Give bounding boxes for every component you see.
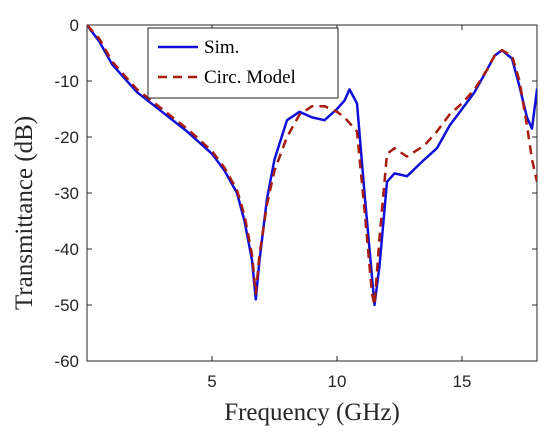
legend-label-circ-model: Circ. Model (204, 67, 296, 88)
x-tick-label: 10 (328, 372, 347, 391)
ticks-layer: 5 10 15 0 -10 -20 -30 -40 -50 -60 (54, 16, 537, 391)
y-tick-label: -40 (54, 240, 79, 259)
y-tick-label: -30 (54, 184, 79, 203)
y-tick-label: -50 (54, 296, 79, 315)
legend-box (147, 27, 339, 99)
x-tick-label: 5 (207, 372, 216, 391)
legend: Sim. Circ. Model (147, 27, 339, 99)
series-line-circ-model (87, 25, 537, 307)
y-tick-label: -60 (54, 352, 79, 371)
y-tick-label: 0 (70, 16, 79, 35)
legend-label-sim: Sim. (204, 37, 239, 58)
series-layer (87, 25, 537, 307)
y-tick-label: -10 (54, 72, 79, 91)
y-axis-label: Transmittance (dB) (11, 116, 38, 310)
x-tick-label: 15 (453, 372, 472, 391)
x-axis-label: Frequency (GHz) (224, 399, 400, 426)
y-tick-label: -20 (54, 128, 79, 147)
